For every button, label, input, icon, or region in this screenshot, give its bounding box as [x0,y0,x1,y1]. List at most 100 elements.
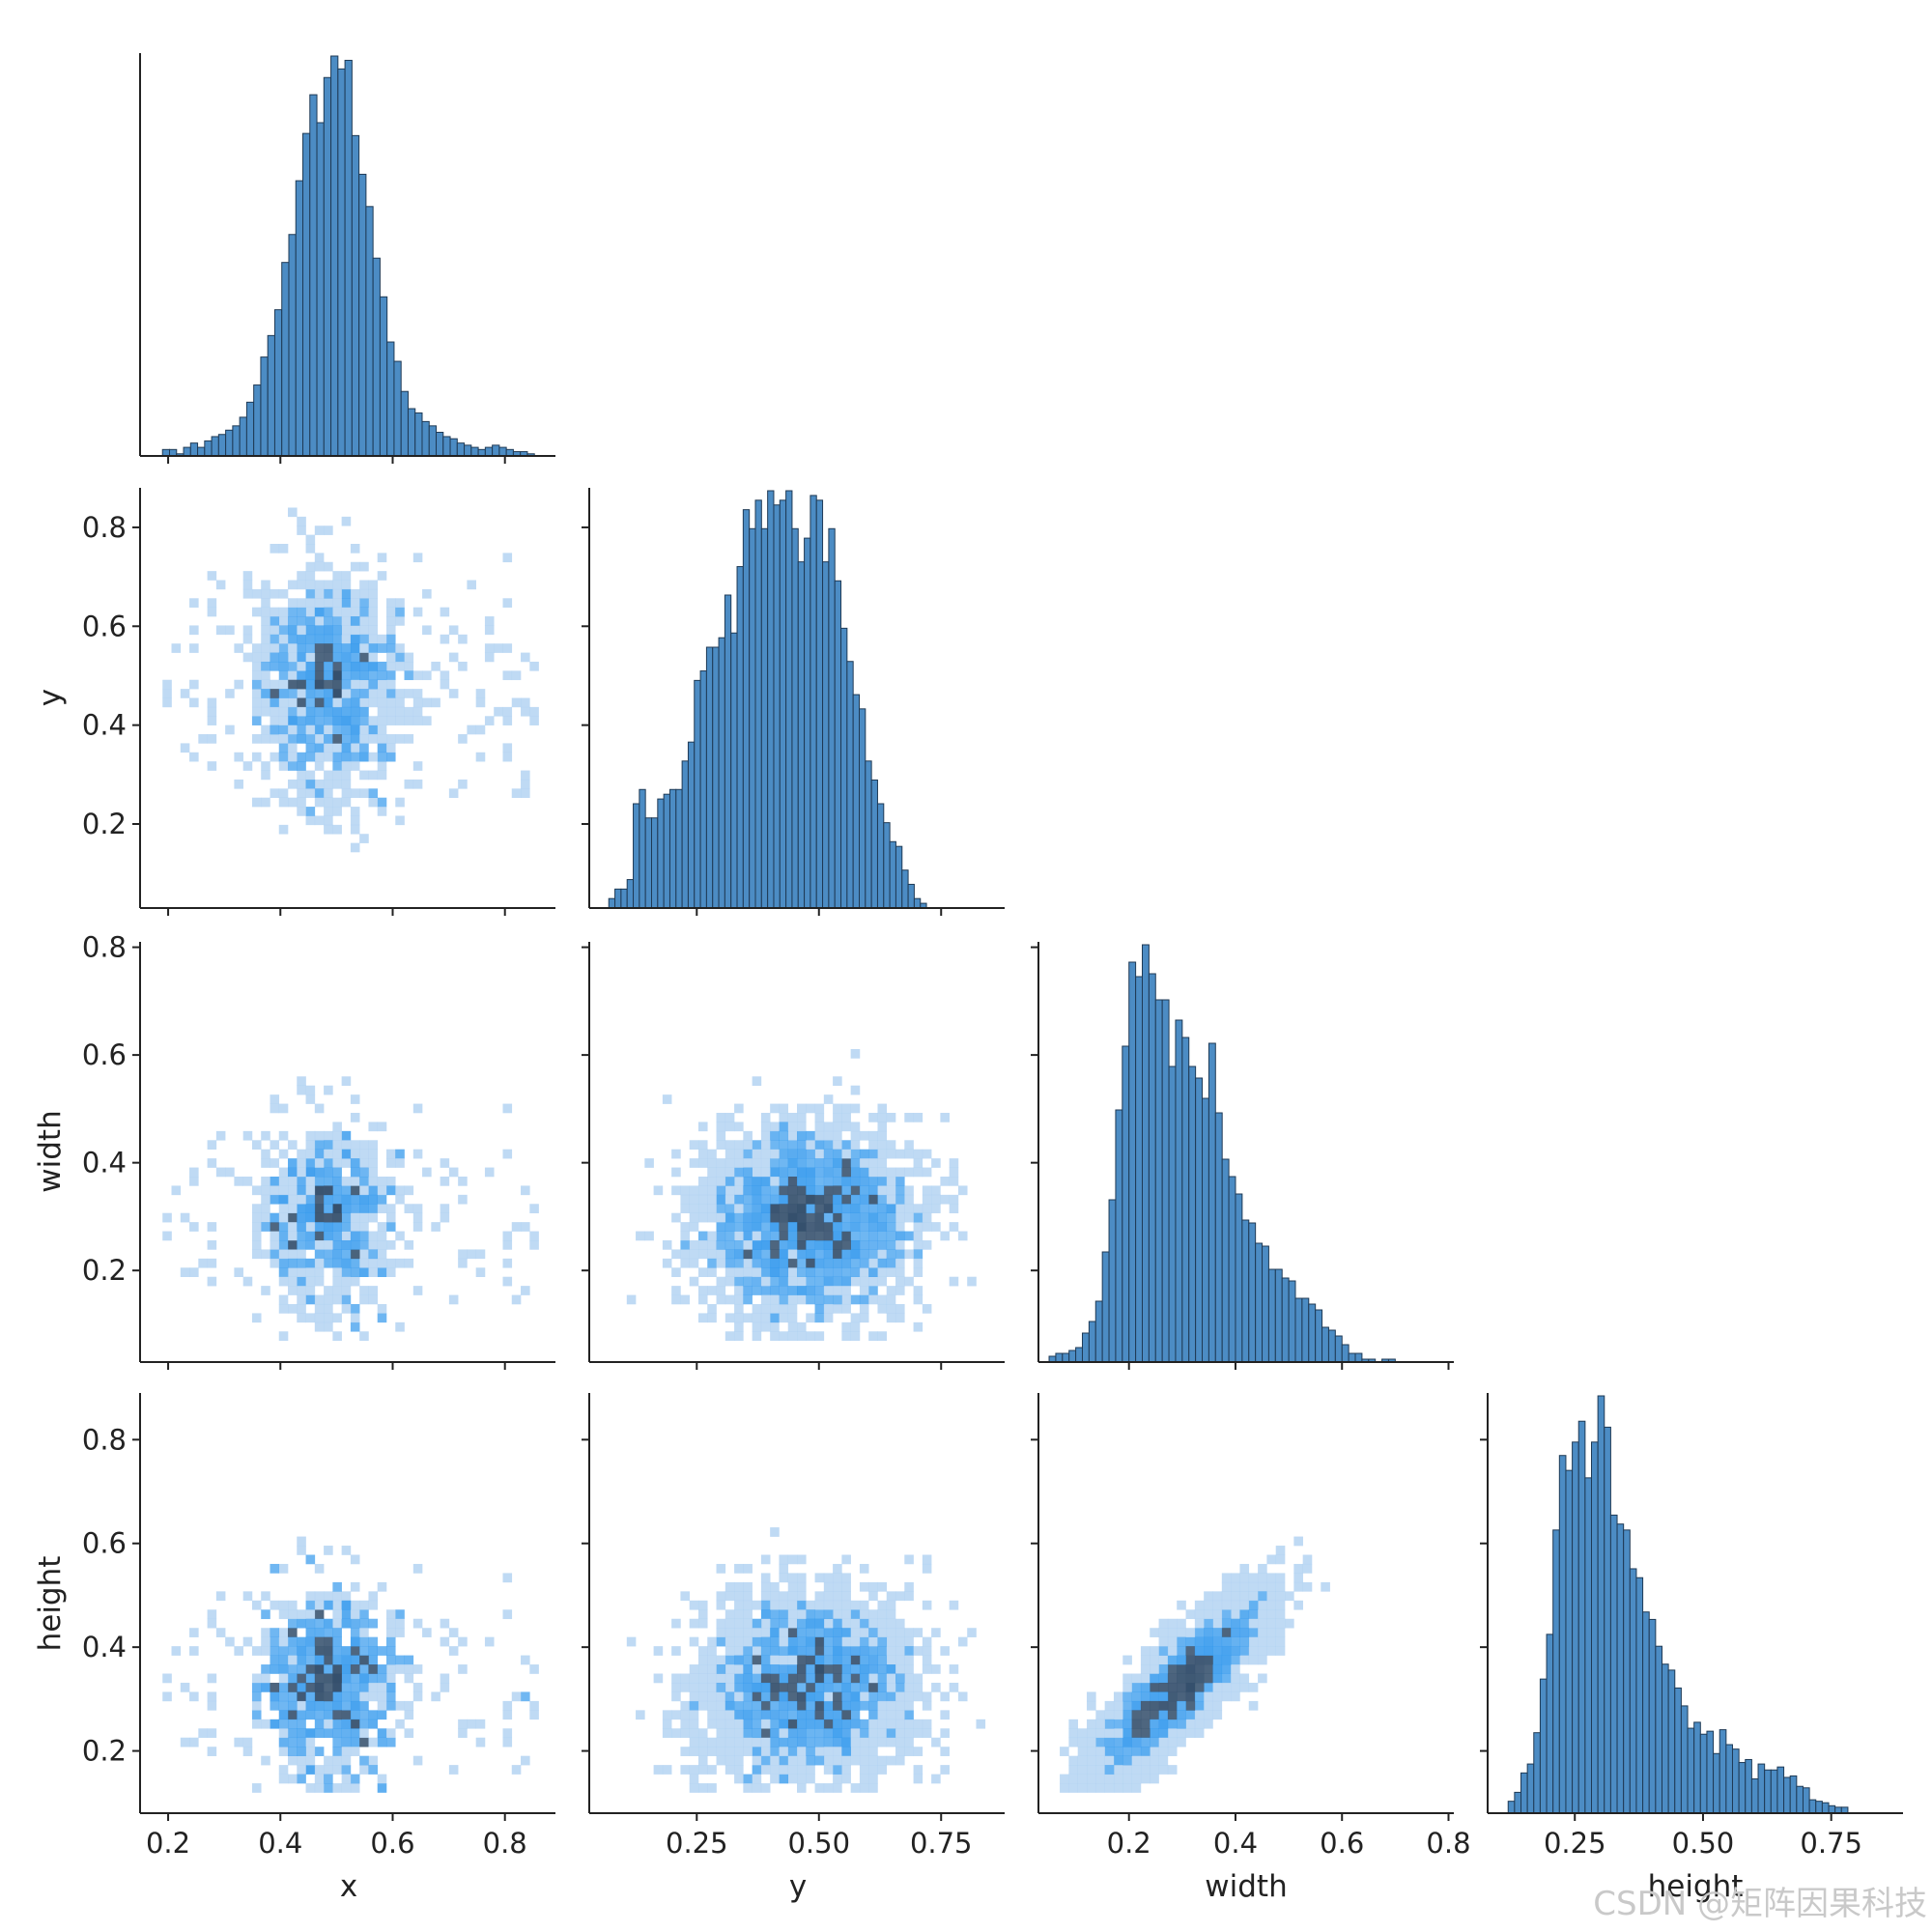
heat-cell [1104,1700,1115,1711]
heat-cell [288,1691,298,1702]
heat-cell [297,1204,306,1214]
heat-cell [305,1286,316,1295]
heat-cell [913,1691,923,1702]
heat-cell [671,1673,681,1684]
heat-cell [797,1212,807,1223]
heat-cell [689,1276,699,1287]
heat-cell [1104,1774,1115,1784]
heat-cell [859,1167,869,1178]
heat-cell [814,1737,825,1747]
heat-cell [385,1204,396,1214]
heat-cell [278,724,289,735]
heat-cell [324,1212,333,1223]
heat-cell [689,1204,699,1214]
heat-cell [270,1094,280,1104]
heat-cell [341,1774,352,1784]
heat-cell [814,1258,825,1268]
heat-cell [270,643,280,653]
heat-cell [475,697,486,708]
heat-cell [1185,1646,1196,1656]
heat-cell [760,1167,771,1178]
heat-cell [1266,1600,1277,1610]
heat-cell [475,689,486,698]
heat-cell [760,1303,771,1314]
heat-cell [368,1167,379,1178]
heat-cell [1221,1581,1232,1592]
heat-cell [707,1700,717,1711]
heat-cell [1212,1600,1223,1610]
heat-cell [368,734,379,744]
heat-cell [797,1710,807,1720]
heat-cell [697,1691,708,1702]
heat-cell [752,1747,762,1756]
heat-cell [752,1321,762,1332]
heat-cell [458,734,468,744]
heat-cell [332,1765,342,1775]
heat-cell [724,1655,735,1665]
hist-bar [1789,1775,1798,1814]
heat-cell [359,643,369,653]
heat-cell [823,1249,834,1260]
hist-bar [1565,1469,1574,1814]
heat-cell [368,1646,379,1656]
heat-cell [1158,1710,1169,1720]
heat-cell [484,1636,495,1647]
heat-cell [833,1249,842,1260]
hist-bar [1776,1766,1785,1814]
heat-cell [332,1609,342,1620]
heat-cell [368,752,379,762]
heat-cell [760,1573,771,1583]
heat-cell [332,689,342,698]
heat-cell [278,616,289,626]
heat-cell [359,607,369,617]
heat-cell [662,1728,672,1739]
heat-cell [797,1158,807,1168]
heat-cell [314,1249,325,1260]
heat-cell [752,1303,762,1314]
heat-cell [806,1149,815,1159]
heat-cell [458,1176,468,1186]
heat-cell [697,1673,708,1684]
heat-cell [278,1765,289,1775]
heat-cell [743,1130,753,1141]
heat-cell [494,643,503,653]
heat-cell [697,1655,708,1665]
heat-cell [1068,1737,1078,1747]
heat-cell [288,1140,298,1151]
heat-cell [707,1747,717,1756]
heat-cell [760,1765,771,1775]
heat-cell [350,1149,360,1159]
heat-cell [288,1231,298,1241]
heat-cell [324,824,333,835]
heat-cell [1087,1737,1096,1747]
heat-cell [270,1600,280,1610]
heat-cell [467,1249,476,1260]
heat-cell [270,1719,280,1729]
heat-cell [877,1755,888,1766]
heat-cell [368,788,379,799]
heat-cell [385,661,396,671]
heat-cell [1104,1747,1115,1756]
heat-cell [377,1194,387,1205]
heat-cell [752,1176,762,1186]
heat-cell [431,1691,440,1702]
heat-cell [743,1313,753,1323]
heat-cell [760,1691,771,1702]
hist-bar [428,425,438,457]
heat-cell [1131,1783,1142,1793]
heat-cell [242,1747,253,1756]
heat-cell [779,1591,789,1602]
hist-bar [1642,1611,1650,1814]
heat-cell [1204,1682,1213,1692]
heat-cell [904,1204,914,1214]
heat-cell [859,1149,869,1159]
heat-cell [895,1591,905,1602]
heat-cell [1095,1710,1105,1720]
heat-cell [511,1222,522,1232]
heat-cell [833,1286,842,1295]
heat-cell [261,724,270,735]
heat-cell [886,1140,896,1151]
heat-cell [1177,1646,1186,1656]
heat-cell [689,1682,699,1692]
heat-cell [797,1554,807,1565]
